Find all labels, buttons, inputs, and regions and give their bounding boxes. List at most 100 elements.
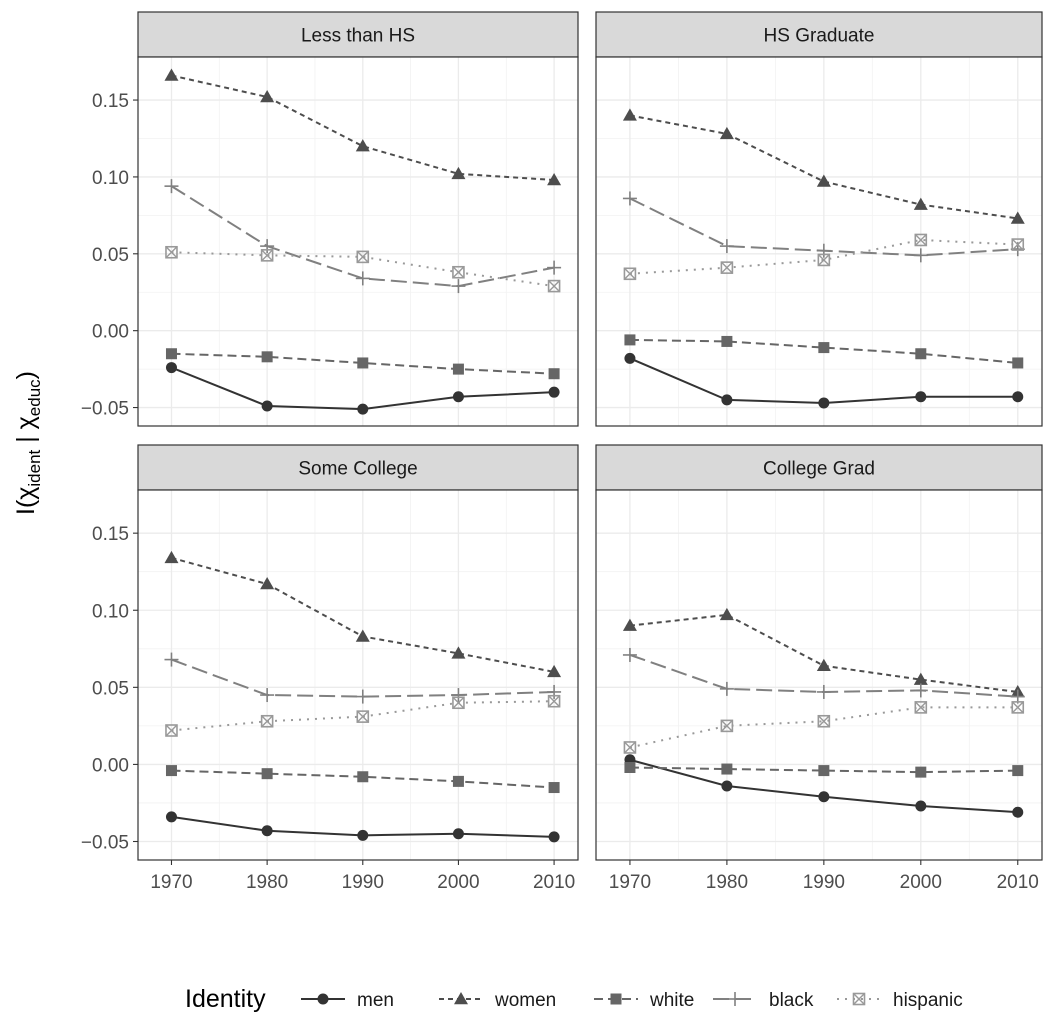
point-hispanic (817, 253, 831, 267)
panel-title: Some College (298, 459, 417, 480)
point-men (548, 831, 560, 843)
point-black (451, 688, 466, 703)
panel-3: College Grad 1970 1980 1990 2000 2010 (595, 444, 1043, 893)
point-men (1012, 806, 1024, 818)
point-men (1012, 391, 1024, 403)
series-line-hispanic (171, 700, 555, 732)
series-group (164, 550, 562, 843)
legend-title: Identity (185, 985, 266, 1013)
point-white (624, 334, 636, 346)
y-tick-label: 0.05 (92, 678, 129, 699)
point-women (164, 68, 179, 81)
point-hispanic-box (1011, 701, 1025, 714)
point-black (816, 684, 831, 699)
point-white (452, 363, 464, 375)
panel-strip (595, 444, 1043, 491)
panel-0: Less than HS −0.05 0.00 0.05 0.10 0.15 (81, 11, 579, 427)
point-women (622, 108, 637, 121)
y-tick-label: 0.05 (92, 245, 129, 266)
x-tick-label: 1990 (342, 872, 384, 893)
legend-label: men (357, 990, 394, 1011)
point-black (260, 239, 275, 254)
point-men (624, 352, 636, 364)
legend-entry-men: men (301, 990, 394, 1011)
point-hispanic-d2 (356, 250, 369, 263)
point-hispanic-box (1011, 238, 1025, 251)
point-women (719, 607, 734, 621)
point-women (451, 646, 466, 659)
legend: Identity men women white black hispanic (185, 985, 963, 1013)
x-tick-label: 2010 (533, 872, 575, 893)
point-hispanic-d2 (1011, 701, 1024, 714)
point-hispanic-d2 (452, 266, 465, 279)
legend-label: women (494, 990, 556, 1011)
y-axis-label: I(χident | χeduc) (12, 371, 44, 515)
y-tick-label: 0.15 (92, 91, 129, 112)
x-tick-label: 2010 (997, 872, 1039, 893)
point-black (816, 243, 831, 258)
point-women (547, 664, 562, 678)
point-hispanic-box (623, 267, 637, 281)
point-white (357, 771, 369, 783)
series-line-women (629, 114, 1018, 220)
panel-title: Less than HS (301, 26, 415, 47)
point-men (261, 825, 273, 837)
point-black (913, 248, 928, 263)
point-hispanic (1011, 701, 1025, 714)
point-hispanic-box (914, 701, 928, 714)
x-tick-label: 2000 (437, 872, 479, 893)
point-black (719, 681, 734, 696)
gridlines (596, 57, 1042, 426)
panel-strip (595, 11, 1043, 58)
point-hispanic-box (914, 233, 928, 247)
point-white (261, 351, 273, 363)
point-hispanic-d2 (914, 701, 927, 714)
series-group (622, 108, 1025, 409)
point-hispanic-box (452, 265, 465, 279)
point-hispanic-d2 (261, 249, 274, 262)
panel-background (596, 490, 1042, 860)
panel-background (138, 490, 578, 860)
point-women (164, 550, 179, 564)
point-hispanic-d2 (261, 715, 274, 728)
point-women (547, 173, 562, 186)
point-women (816, 174, 831, 187)
point-white (165, 765, 177, 777)
point-hispanic-box (260, 249, 274, 262)
panel-border (137, 56, 579, 427)
series-line-women (171, 74, 555, 181)
point-hispanic-d2 (452, 696, 465, 709)
legend-entry-white: white (594, 990, 694, 1011)
y-tick-label: 0.10 (92, 601, 129, 622)
point-hispanic-box (623, 741, 637, 754)
series-group (164, 68, 562, 415)
point-hispanic-box (817, 253, 831, 267)
point-white (452, 775, 464, 787)
series-line-hispanic (629, 238, 1018, 275)
series-line-white (629, 338, 1018, 364)
point-men (357, 829, 369, 841)
point-hispanic (356, 250, 370, 264)
point-women (913, 197, 928, 210)
point-black (355, 689, 370, 704)
point-hispanic-d2 (817, 715, 830, 728)
panel-border (137, 489, 579, 861)
point-women (622, 618, 637, 631)
point-black (260, 688, 275, 703)
legend-key-marker-box (852, 992, 866, 1006)
point-hispanic-box (165, 724, 178, 737)
point-white (357, 357, 369, 369)
point-hispanic-d2 (548, 280, 561, 293)
facet-panels: Less than HS −0.05 0.00 0.05 0.10 0.15 HS Grad… (81, 11, 1043, 893)
point-women (451, 166, 466, 180)
series-line-white (171, 352, 555, 375)
point-hispanic-d2 (720, 719, 733, 732)
point-hispanic (452, 265, 465, 279)
y-tick-label: 0.00 (92, 755, 129, 776)
legend-key-marker-d2 (853, 993, 865, 1005)
point-men (818, 791, 830, 803)
point-men (452, 828, 464, 840)
point-hispanic-box (165, 245, 178, 259)
point-hispanic (720, 261, 734, 274)
